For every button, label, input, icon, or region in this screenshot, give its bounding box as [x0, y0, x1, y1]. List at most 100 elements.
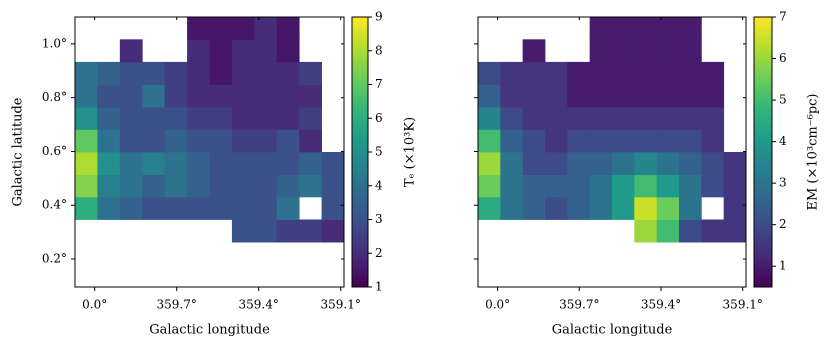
heatmap-cell — [545, 152, 568, 175]
colorbar-tick-label: 5 — [779, 93, 787, 107]
heatmap-cell — [545, 174, 568, 198]
heatmap-cell — [545, 196, 568, 220]
heatmap-cell — [679, 106, 702, 130]
heatmap-cell — [209, 17, 233, 40]
heatmap-cell — [299, 84, 322, 108]
heatmap-cell — [276, 152, 300, 175]
heatmap-cell — [231, 219, 255, 243]
heatmap-cell — [276, 129, 300, 153]
heatmap-cell — [500, 106, 524, 130]
heatmap-cell — [321, 152, 345, 175]
heatmap-cell — [679, 219, 702, 243]
heatmap-cell — [500, 152, 524, 175]
x-tick-label: 359.4° — [239, 298, 279, 312]
colorbar-label: Tₑ (×10³K) — [403, 117, 418, 187]
heatmap-cell — [164, 152, 188, 175]
heatmap-cell — [634, 152, 658, 175]
heatmap-cell — [187, 152, 210, 175]
heatmap-cell — [164, 106, 188, 130]
heatmap-cell — [612, 39, 635, 63]
heatmap-cell — [142, 196, 166, 220]
heatmap-cell — [254, 174, 278, 198]
heatmap-cell — [522, 106, 546, 130]
heatmap-cell — [656, 17, 680, 40]
plot-frame — [74, 16, 345, 288]
heatmap-cell — [723, 152, 747, 175]
heatmap-cell — [679, 39, 702, 63]
plot-frame — [477, 16, 747, 288]
heatmap-cell — [276, 61, 300, 85]
colorbar — [753, 16, 773, 288]
heatmap-cell — [701, 174, 725, 198]
heatmap-cell — [679, 84, 702, 108]
heatmap-cell — [589, 129, 613, 153]
heatmap-cell — [589, 152, 613, 175]
heatmap-cell — [656, 61, 680, 85]
heatmap-cell — [679, 174, 702, 198]
heatmap-cell — [276, 196, 300, 220]
heatmap-cell — [187, 84, 210, 108]
heatmap-cell — [656, 84, 680, 108]
x-tick-label: 0.0° — [485, 298, 510, 312]
heatmap-cell — [478, 196, 501, 220]
heatmap-cell — [75, 61, 98, 85]
heatmap-cell — [187, 196, 210, 220]
heatmap-cell — [634, 39, 658, 63]
heatmap-cell — [209, 196, 233, 220]
heatmap-cell — [231, 129, 255, 153]
heatmap-cell — [567, 61, 591, 85]
heatmap-cell — [97, 106, 121, 130]
x-tick-label: 359.1° — [723, 298, 763, 312]
heatmap-cell — [231, 196, 255, 220]
heatmap-cell — [142, 174, 166, 198]
colorbar-label: EM (×10³cm⁻⁶pc) — [806, 93, 821, 210]
colorbar-tick-label: 7 — [779, 10, 787, 24]
heatmap-cell — [231, 174, 255, 198]
x-axis-label: Galactic longitude — [149, 323, 270, 338]
heatmap-cell — [589, 39, 613, 63]
heatmap-cell — [612, 129, 635, 153]
heatmap-cell — [299, 174, 322, 198]
heatmap-cell — [209, 84, 233, 108]
heatmap-cell — [522, 152, 546, 175]
heatmap-cell — [701, 106, 725, 130]
y-tick-label: 1.0° — [42, 36, 67, 50]
colorbar-tick-label: 5 — [375, 145, 383, 159]
colorbar-tick-label: 1 — [375, 280, 383, 294]
heatmap-cell — [254, 129, 278, 153]
heatmap-cell — [634, 219, 658, 243]
heatmap-cell — [567, 152, 591, 175]
x-tick-label: 359.7° — [157, 298, 197, 312]
heatmap-cell — [701, 219, 725, 243]
heatmap-cell — [679, 129, 702, 153]
heatmap-cell — [321, 219, 345, 243]
heatmap-cell — [723, 174, 747, 198]
heatmap-cell — [656, 152, 680, 175]
heatmap-cell — [701, 152, 725, 175]
heatmap-cell — [209, 106, 233, 130]
heatmap-cell — [209, 61, 233, 85]
heatmap-cell — [164, 196, 188, 220]
heatmap-cell — [254, 61, 278, 85]
heatmap-cell — [187, 174, 210, 198]
heatmap-cell — [276, 39, 300, 63]
heatmap-cell — [119, 84, 143, 108]
heatmap-cell — [612, 106, 635, 130]
heatmap-cell — [522, 84, 546, 108]
heatmap-cell — [164, 129, 188, 153]
heatmap-cell — [187, 61, 210, 85]
heatmap-cell — [723, 196, 747, 220]
heatmap-cell — [545, 61, 568, 85]
colorbar-tick-label: 7 — [375, 77, 383, 91]
heatmap-cell — [656, 129, 680, 153]
heatmap-cell — [97, 174, 121, 198]
heatmap-cell — [634, 17, 658, 40]
heatmap-cell — [209, 129, 233, 153]
heatmap-cell — [119, 152, 143, 175]
heatmap-cell — [679, 61, 702, 85]
colorbar-tick-label: 8 — [375, 43, 383, 57]
heatmap-cell — [478, 61, 501, 85]
heatmap-cell — [478, 152, 501, 175]
heatmap-cell — [567, 106, 591, 130]
heatmap-cell — [187, 129, 210, 153]
